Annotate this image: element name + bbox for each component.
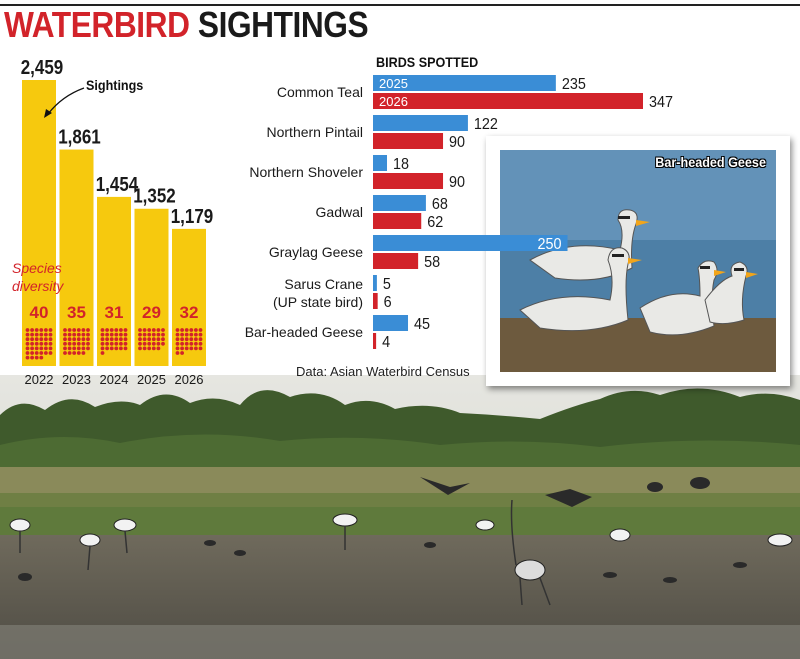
bar-value-label: 122 — [474, 115, 498, 133]
species-annotation-line2: diversity — [12, 278, 64, 294]
bar-value-label: 90 — [449, 133, 465, 151]
species-category-label: Sarus Crane — [284, 276, 363, 292]
species-value-label: 31 — [105, 303, 124, 322]
sightings-value-label: 1,861 — [58, 125, 101, 148]
species-dots-2024 — [100, 328, 128, 355]
bar-value-label: 347 — [649, 93, 673, 111]
year-tick-label: 2026 — [175, 372, 204, 387]
species-value-label: 40 — [30, 303, 49, 322]
birds-spotted-header: BIRDS SPOTTED — [376, 54, 479, 70]
species-value-label: 29 — [142, 303, 161, 322]
species-category-label: Graylag Geese — [269, 244, 363, 260]
species-dots-2023 — [63, 328, 90, 355]
species-value-label: 32 — [180, 303, 199, 322]
sightings-value-label: 1,179 — [171, 205, 214, 228]
bar-2026-3 — [373, 213, 422, 229]
bar-2025-3 — [373, 195, 426, 211]
bar-value-label: 58 — [424, 253, 440, 271]
bar-2026-4 — [373, 253, 419, 269]
bar-2026-5 — [373, 293, 378, 309]
bar-2026-2 — [373, 173, 444, 189]
inset-photo-frame: Bar-headed Geese — [486, 136, 790, 386]
birds-spotted-bars — [373, 75, 643, 349]
species-category-label: Gadwal — [316, 204, 363, 220]
sightings-annotation: Sightings — [86, 77, 143, 93]
bar-value-label: 68 — [432, 195, 448, 213]
bar-value-label: 5 — [383, 275, 391, 293]
birds-spotted-chart: Common Teal Northern Pintail Northern Shov… — [245, 75, 673, 351]
bar-value-label: 62 — [427, 213, 443, 231]
top-rule — [0, 4, 800, 6]
bar-2025-4 — [373, 235, 568, 251]
year-tick-label: 2023 — [62, 372, 91, 387]
inset-photo-caption: Bar-headed Geese — [655, 154, 766, 170]
data-source: Data: Asian Waterbird Census — [296, 364, 470, 379]
sightings-value-label: 1,454 — [96, 173, 139, 196]
species-dots-2022 — [25, 328, 53, 360]
bar-value-label: 18 — [393, 155, 409, 173]
year-tick-label: 2024 — [100, 372, 129, 387]
bar-2025-1 — [373, 115, 468, 131]
legend-2026: 2026 — [379, 94, 408, 109]
species-value-label: 35 — [67, 303, 86, 322]
bar-value-label: 250 — [537, 235, 561, 253]
sightings-arrowhead — [44, 109, 52, 118]
bar-2026-0 — [373, 93, 643, 109]
bar-2026-1 — [373, 133, 444, 149]
species-category-label: Northern Pintail — [267, 124, 364, 140]
page-title: WATERBIRD SIGHTINGS — [4, 4, 369, 46]
legend-2025: 2025 — [379, 76, 408, 91]
species-category-label-line2: (UP state bird) — [273, 294, 363, 310]
bar-2026-6 — [373, 333, 377, 349]
year-tick-labels: 2022 2023 2024 2025 2026 — [25, 372, 204, 387]
year-tick-label: 2025 — [137, 372, 166, 387]
sightings-bar-2022 — [22, 80, 56, 366]
title-word-2: SIGHTINGS — [197, 4, 369, 45]
species-dots-2025 — [138, 328, 165, 351]
bar-headed-geese-photo — [500, 150, 776, 372]
species-category-labels: Common Teal Northern Pintail Northern Shov… — [245, 84, 364, 340]
bar-value-label: 6 — [384, 293, 392, 311]
species-dots-2026 — [175, 328, 203, 355]
bar-value-label: 4 — [382, 333, 391, 351]
sightings-arrow — [47, 87, 85, 115]
wetland-photo — [0, 375, 800, 659]
sightings-value-label: 1,352 — [133, 184, 176, 207]
species-category-label: Common Teal — [277, 84, 363, 100]
species-dot-grids — [25, 328, 203, 360]
sightings-value-label: 2,459 — [21, 56, 64, 79]
bar-2025-6 — [373, 315, 409, 331]
species-value-labels: 40 35 31 29 32 — [30, 303, 199, 322]
bar-value-label: 45 — [414, 315, 430, 333]
bar-value-label: 235 — [562, 75, 586, 93]
title-word-1: WATERBIRD — [4, 4, 190, 45]
bar-value-label: 90 — [449, 173, 465, 191]
bar-2025-0 — [373, 75, 556, 91]
year-legend: 2025 2026 — [379, 76, 408, 109]
bar-2025-5 — [373, 275, 377, 291]
year-tick-label: 2022 — [25, 372, 54, 387]
bar-2025-2 — [373, 155, 388, 171]
species-category-label: Bar-headed Geese — [245, 324, 364, 340]
species-category-label: Northern Shoveler — [249, 164, 363, 180]
species-annotation-line1: Species — [12, 260, 62, 276]
